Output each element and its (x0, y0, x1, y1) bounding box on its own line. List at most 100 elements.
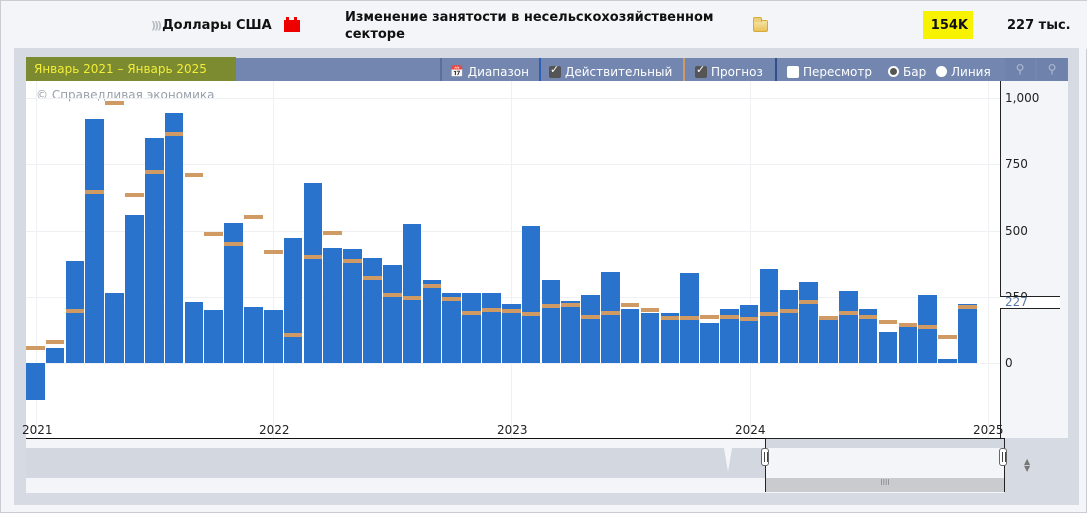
actual-bar[interactable] (323, 247, 343, 363)
actual-bar[interactable] (283, 238, 303, 363)
forecast-marker[interactable] (323, 231, 343, 236)
forecast-marker[interactable] (660, 315, 680, 320)
forecast-marker[interactable] (26, 346, 45, 351)
forecast-marker[interactable] (561, 302, 580, 307)
actual-bar[interactable] (819, 316, 838, 363)
actual-bar[interactable] (402, 223, 422, 363)
actual-bar[interactable] (938, 359, 957, 363)
forecast-marker[interactable] (85, 190, 105, 195)
actual-bar[interactable] (224, 222, 243, 363)
forecast-marker[interactable] (382, 293, 402, 298)
actual-bar[interactable] (26, 363, 45, 401)
zoom-in-icon[interactable]: ⚲ (1005, 58, 1035, 81)
line-radio[interactable] (936, 66, 947, 77)
actual-bar[interactable] (363, 258, 382, 363)
actual-bar[interactable] (85, 119, 105, 363)
actual-bar[interactable] (541, 279, 561, 363)
forecast-marker[interactable] (680, 315, 699, 320)
zoom-out-icon[interactable]: ⚲ (1037, 58, 1067, 81)
forecast-marker[interactable] (898, 322, 918, 327)
forecast-checkbox[interactable] (695, 63, 707, 78)
actual-bar[interactable] (263, 310, 283, 363)
actual-bar[interactable] (720, 309, 739, 363)
actual-bar[interactable] (343, 249, 362, 363)
forecast-marker[interactable] (65, 309, 85, 314)
actual-bar[interactable] (779, 290, 799, 363)
actual-bar[interactable] (739, 304, 759, 363)
actual-bar[interactable] (204, 310, 224, 363)
forecast-marker[interactable] (739, 317, 759, 322)
forecast-marker[interactable] (343, 258, 362, 263)
actual-bar[interactable] (125, 214, 144, 363)
forecast-marker[interactable] (363, 276, 382, 281)
forecast-marker[interactable] (184, 172, 204, 177)
revision-toggle[interactable]: Пересмотр (787, 58, 872, 81)
forecast-marker[interactable] (263, 249, 283, 254)
forecast-marker[interactable] (244, 215, 263, 220)
forecast-marker[interactable] (482, 308, 501, 312)
bar-radio[interactable] (888, 66, 899, 77)
forecast-marker[interactable] (164, 131, 184, 136)
actual-bar[interactable] (620, 309, 640, 363)
actual-bar[interactable] (244, 307, 263, 363)
actual-bar[interactable] (442, 293, 462, 363)
forecast-marker[interactable] (918, 325, 937, 330)
actual-bar[interactable] (601, 272, 620, 363)
forecast-marker[interactable] (878, 319, 898, 324)
forecast-marker[interactable] (45, 339, 65, 344)
forecast-marker[interactable] (958, 305, 977, 310)
actual-bar[interactable] (858, 308, 878, 363)
forecast-marker[interactable] (839, 310, 858, 315)
actual-bar[interactable] (303, 182, 323, 363)
forecast-marker[interactable] (422, 284, 442, 289)
forecast-marker[interactable] (125, 192, 144, 197)
forecast-marker[interactable] (144, 170, 164, 175)
forecast-marker[interactable] (700, 314, 719, 319)
actual-bar[interactable] (482, 293, 501, 363)
forecast-marker[interactable] (283, 333, 303, 338)
actual-bar[interactable] (700, 322, 719, 363)
actual-bar[interactable] (799, 282, 818, 363)
forecast-marker[interactable] (541, 304, 561, 309)
actual-bar[interactable] (501, 303, 521, 363)
forecast-marker[interactable] (105, 101, 124, 106)
navigator-right-handle[interactable] (999, 448, 1007, 466)
forecast-marker[interactable] (402, 296, 422, 301)
forecast-marker[interactable] (224, 241, 243, 246)
actual-bar[interactable] (45, 348, 65, 363)
forecast-marker[interactable] (601, 310, 620, 315)
forecast-marker[interactable] (581, 314, 600, 319)
actual-bar[interactable] (958, 303, 977, 363)
actual-bar[interactable] (144, 137, 164, 363)
navigator-left-handle[interactable] (761, 448, 769, 466)
forecast-marker[interactable] (204, 232, 224, 237)
forecast-marker[interactable] (799, 300, 818, 305)
actual-checkbox[interactable] (549, 63, 561, 78)
folder-icon[interactable] (753, 17, 768, 32)
actual-bar[interactable] (660, 312, 680, 363)
forecast-marker[interactable] (938, 334, 957, 339)
actual-bar[interactable] (105, 292, 124, 363)
forecast-marker[interactable] (303, 255, 323, 259)
revision-checkbox[interactable] (787, 65, 799, 78)
actual-bar[interactable] (839, 291, 858, 363)
forecast-toggle[interactable]: Прогноз (695, 58, 763, 81)
actual-toggle[interactable]: Действительный (549, 58, 672, 81)
range-button[interactable]: 📅 Диапазон (450, 58, 529, 81)
forecast-marker[interactable] (640, 308, 660, 312)
actual-bar[interactable] (422, 279, 442, 363)
forecast-marker[interactable] (462, 310, 481, 315)
forecast-marker[interactable] (779, 309, 799, 314)
actual-bar[interactable] (898, 324, 918, 363)
forecast-marker[interactable] (442, 297, 462, 302)
forecast-marker[interactable] (819, 315, 838, 320)
forecast-marker[interactable] (620, 302, 640, 307)
resize-updown-icon[interactable]: ▲ ▼ (1024, 457, 1031, 473)
actual-bar[interactable] (581, 295, 600, 363)
line-mode-option[interactable]: Линия (936, 58, 991, 81)
actual-bar[interactable] (561, 300, 580, 363)
forecast-marker[interactable] (759, 311, 779, 316)
indicator-title[interactable]: Изменение занятости в несельскохозяйстве… (345, 10, 714, 42)
actual-bar[interactable] (184, 301, 204, 363)
navigator-scrollbar[interactable]: IIII (766, 478, 1004, 492)
